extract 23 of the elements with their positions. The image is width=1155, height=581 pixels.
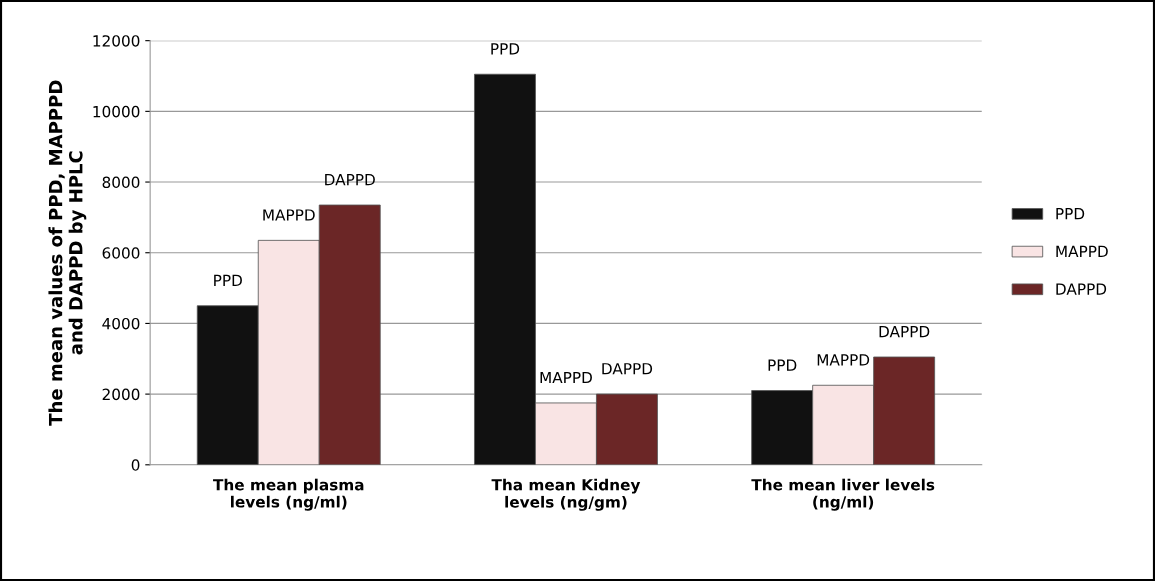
x-tick-label: Tha mean Kidney levels (ng/gm) [491,478,641,511]
data-label: MAPPD [540,371,592,384]
legend-label: PPD [1056,208,1085,220]
legend-label: MAPPD [1056,245,1108,257]
y-tick-label: 6000 [102,247,140,259]
y-tick-label: 0 [131,459,140,471]
data-label: DAPPD [602,363,653,375]
x-tick-label: The mean liver levels (ng/ml) [751,478,935,511]
y-tick-label: 12000 [93,35,140,47]
y-axis-title: The mean values of PPD, MAPPPD and DAPPD by HPLC [48,80,87,426]
x-tick-label: The mean plasma levels (ng/ml) [213,478,364,511]
y-tick-label: 8000 [102,176,140,189]
data-label: MAPPD [817,354,870,366]
data-label: DAPPD [325,174,375,186]
data-label: PPD [768,359,797,371]
data-label: PPD [491,43,520,55]
data-label: MAPPD [263,209,315,221]
y-tick-label: 10000 [93,105,140,118]
data-label: DAPPD [879,326,930,338]
legend-label: DAPPD [1056,283,1107,295]
data-label: PPD [214,274,242,286]
y-tick-label: 2000 [102,388,140,401]
y-tick-label: 4000 [102,317,140,330]
